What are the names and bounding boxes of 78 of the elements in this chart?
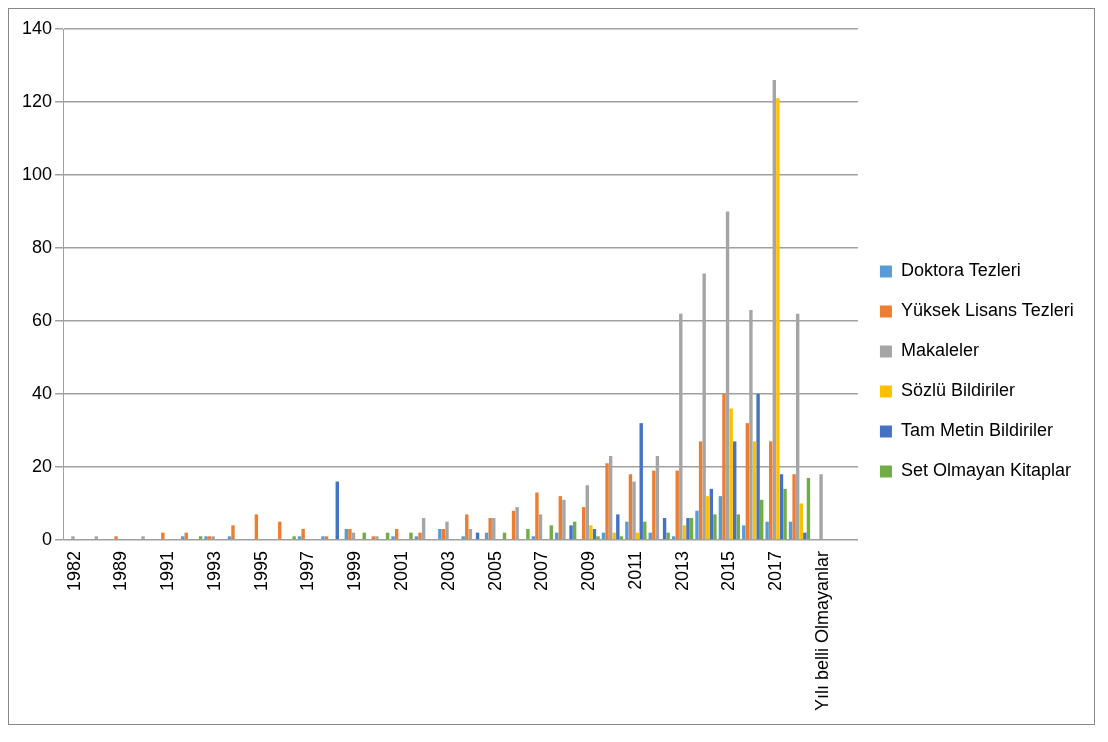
y-tick-label: 0 bbox=[42, 528, 53, 549]
bar bbox=[198, 536, 203, 540]
bar bbox=[321, 536, 325, 540]
bar bbox=[605, 463, 609, 540]
bar bbox=[776, 98, 780, 540]
bar bbox=[488, 518, 492, 540]
x-tick-label: 1995 bbox=[250, 550, 271, 591]
x-tick-label: 1989 bbox=[110, 550, 131, 591]
bar bbox=[729, 408, 733, 540]
bar bbox=[297, 536, 302, 540]
x-tick-label: 2007 bbox=[531, 550, 552, 591]
legend-label: Doktora Tezleri bbox=[900, 260, 1021, 281]
bar bbox=[589, 525, 593, 540]
y-tick-label: 80 bbox=[32, 236, 53, 257]
bar bbox=[414, 536, 419, 540]
bar bbox=[391, 536, 395, 540]
bar bbox=[461, 536, 465, 540]
y-tick-label: 100 bbox=[21, 163, 53, 184]
bar bbox=[409, 532, 413, 540]
bar bbox=[371, 536, 375, 540]
bar bbox=[619, 536, 624, 540]
x-tick-label: 2017 bbox=[765, 550, 786, 591]
bar bbox=[227, 536, 232, 540]
bar bbox=[639, 423, 643, 540]
x-tick-label: 1997 bbox=[297, 550, 318, 591]
bar bbox=[671, 536, 676, 540]
bar bbox=[438, 528, 442, 540]
bar bbox=[666, 532, 670, 540]
x-tick-label: 1991 bbox=[157, 550, 178, 591]
bar bbox=[161, 532, 165, 540]
bar bbox=[348, 528, 352, 540]
bar bbox=[531, 536, 536, 540]
y-tick-label: 60 bbox=[32, 309, 53, 330]
y-tick-label: 120 bbox=[21, 90, 53, 111]
bar bbox=[324, 536, 329, 540]
legend-label: Set Olmayan Kitaplar bbox=[900, 460, 1072, 481]
bar bbox=[686, 518, 690, 540]
bar bbox=[535, 492, 539, 540]
bar bbox=[114, 536, 118, 540]
bar bbox=[180, 536, 185, 540]
x-tick-label: 1993 bbox=[203, 550, 224, 591]
bar bbox=[625, 521, 629, 540]
bar bbox=[792, 474, 796, 540]
y-tick-label: 140 bbox=[21, 17, 53, 38]
x-tick-label: 2013 bbox=[671, 550, 692, 591]
y-tick-label: 20 bbox=[32, 455, 53, 476]
x-tick-label: 2005 bbox=[484, 550, 505, 591]
bar bbox=[292, 536, 296, 540]
x-tick-label: 2001 bbox=[391, 550, 411, 591]
legend-label: Makaleler bbox=[900, 340, 979, 361]
x-tick-label: 2003 bbox=[437, 550, 458, 591]
x-tick-label: 1999 bbox=[344, 550, 365, 591]
legend-label: Yüksek Lisans Tezleri bbox=[900, 300, 1074, 321]
bar bbox=[418, 532, 422, 540]
bar bbox=[231, 525, 235, 540]
bar bbox=[207, 536, 212, 540]
x-tick-label: 2009 bbox=[578, 550, 599, 591]
bar bbox=[695, 510, 699, 540]
bar bbox=[765, 521, 769, 540]
legend-label: Tam Metin Bildiriler bbox=[900, 420, 1053, 441]
x-tick-label: 2015 bbox=[718, 550, 739, 591]
bar bbox=[526, 528, 530, 540]
bar bbox=[756, 393, 760, 540]
bar bbox=[652, 470, 656, 540]
x-tick-label: Yılı belli Olmayanlar bbox=[811, 550, 832, 711]
bar bbox=[569, 525, 573, 540]
x-tick-label: 2011 bbox=[624, 550, 645, 590]
bar bbox=[722, 393, 726, 540]
y-tick-label: 40 bbox=[32, 382, 53, 403]
bar bbox=[301, 528, 305, 540]
legend-label: Sözlü Bildiriler bbox=[900, 380, 1015, 401]
bar bbox=[596, 536, 600, 540]
bar bbox=[713, 514, 717, 540]
bar bbox=[616, 514, 620, 540]
bar bbox=[204, 536, 208, 540]
x-tick-label: 1982 bbox=[63, 550, 84, 591]
bar bbox=[803, 532, 807, 540]
bar bbox=[783, 488, 787, 540]
